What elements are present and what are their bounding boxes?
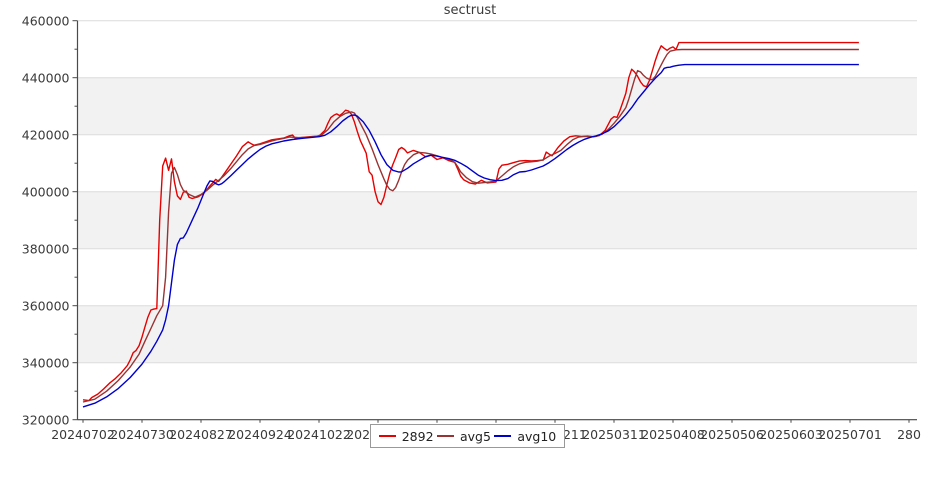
y-tick-label: 360000 bbox=[21, 298, 70, 314]
y-tick-label: 460000 bbox=[21, 13, 70, 29]
y-tick-label: 420000 bbox=[21, 127, 70, 143]
legend-swatch-avg5 bbox=[436, 435, 454, 437]
x-tick-label: 20240702 bbox=[51, 427, 115, 442]
x-tick-label: 20240924 bbox=[228, 427, 292, 442]
legend-label-2892: 2892 bbox=[401, 428, 434, 444]
shaded-band bbox=[77, 191, 917, 249]
legend-item-avg10: avg10 bbox=[494, 429, 556, 444]
x-tick-label: 20250603 bbox=[759, 427, 823, 442]
series-line-avg10 bbox=[82, 63, 859, 408]
x-tick-label: 20241022 bbox=[287, 427, 351, 442]
shaded-band bbox=[77, 77, 917, 135]
legend-label-avg10: avg10 bbox=[517, 428, 557, 444]
x-tick-label: 20240730 bbox=[110, 427, 174, 442]
x-tick-label: 20250311 bbox=[582, 427, 646, 442]
series-line-2892 bbox=[82, 41, 859, 402]
y-tick-label: 340000 bbox=[21, 355, 70, 371]
legend-swatch-avg10 bbox=[494, 435, 512, 437]
y-tick-label: 440000 bbox=[21, 70, 70, 86]
y-tick-label: 380000 bbox=[21, 241, 70, 257]
x-tick-label: 20250506 bbox=[700, 427, 764, 442]
legend-label-avg5: avg5 bbox=[459, 428, 491, 444]
y-tick-label: 400000 bbox=[21, 184, 70, 200]
legend-item-2892: 2892 bbox=[378, 428, 434, 444]
x-tick-label: 20250408 bbox=[641, 427, 705, 442]
legend-swatch-2892 bbox=[378, 435, 396, 437]
series-line-avg5 bbox=[82, 48, 859, 403]
y-tick-label: 320000 bbox=[21, 412, 70, 428]
x-tick-label: 280 bbox=[897, 427, 921, 442]
x-tick-label: 20240827 bbox=[169, 427, 233, 442]
shaded-band bbox=[77, 305, 917, 363]
x-tick-label: 20250701 bbox=[818, 427, 882, 442]
legend-item-avg5: avg5 bbox=[436, 428, 491, 444]
legend: 2892 avg5 avg10 bbox=[370, 424, 565, 448]
chart-title: sectrust bbox=[443, 3, 497, 18]
